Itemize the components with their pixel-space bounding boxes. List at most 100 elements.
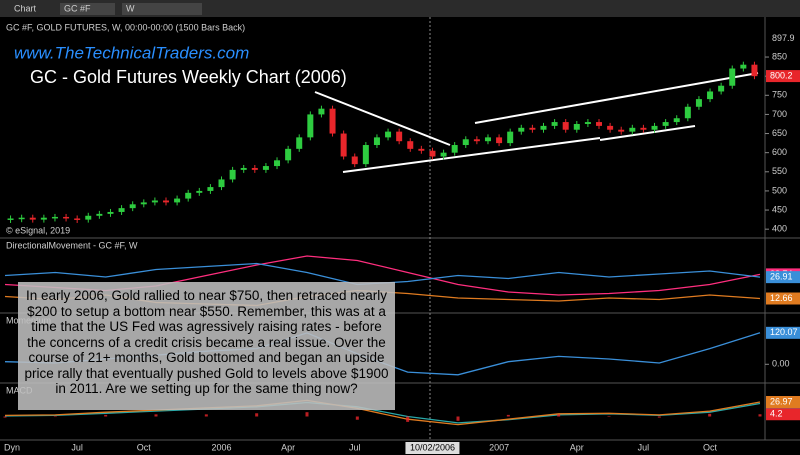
last-value-box (766, 271, 800, 284)
indicator-line (4, 399, 761, 426)
toolbar (0, 0, 800, 17)
candle-body (651, 125, 658, 130)
candle-body (684, 106, 691, 119)
candle-body (129, 204, 136, 209)
last-value-box (766, 326, 800, 339)
candle-body (562, 122, 569, 130)
candle-body (740, 64, 747, 69)
candle-body (373, 137, 380, 146)
last-value-box (766, 292, 800, 305)
candle-body (307, 114, 314, 138)
y-tick-label: 700 (772, 109, 787, 119)
histogram-bar (255, 413, 259, 417)
candle-body (218, 179, 225, 188)
candle-body (185, 192, 192, 199)
candle-body (429, 150, 436, 157)
histogram-bar (657, 416, 661, 418)
candle-body (140, 202, 147, 205)
candle-body (262, 166, 269, 170)
y-tick-label: 850 (772, 51, 787, 61)
candle-body (462, 139, 469, 146)
x-tick-label: Jul (638, 442, 650, 452)
interval[interactable]: W (126, 3, 135, 13)
candle-body (107, 211, 114, 214)
y-tick-label: 500 (772, 185, 787, 195)
candle-body (351, 156, 358, 165)
y-tick-label: 400 (772, 224, 787, 234)
candle-body (729, 68, 736, 86)
y-tick-label: 0.00 (772, 359, 790, 369)
histogram-bar (406, 416, 410, 422)
symbol[interactable]: GC #F (64, 3, 91, 13)
x-tick-label: 10/02/2006 (410, 442, 455, 452)
last-value-label: 4.2 (770, 409, 783, 419)
x-tick-label: Oct (137, 442, 152, 452)
y-tick-label: 750 (772, 90, 787, 100)
candle-body (329, 108, 336, 134)
histogram-bar (506, 414, 510, 417)
candle-body (518, 127, 525, 132)
candle-body (551, 122, 558, 126)
last-value-label: 26.91 (770, 272, 793, 282)
interval-box[interactable] (122, 3, 202, 15)
candle-body (63, 216, 70, 219)
candle-body (695, 99, 702, 107)
candle-body (529, 127, 536, 130)
histogram-bar (305, 412, 309, 417)
candle-body (418, 148, 425, 151)
candle-body (484, 137, 491, 142)
pane-title: DirectionalMovement - GC #F, W (6, 240, 138, 250)
histogram-bar (758, 414, 762, 417)
candle-body (85, 215, 92, 220)
x-tick-label: Jul (349, 442, 361, 452)
candle-body (473, 139, 480, 142)
candle-body (596, 122, 603, 126)
high-label: 897.9 (772, 33, 795, 43)
candle-body (40, 217, 47, 220)
candle-body (640, 127, 647, 130)
candle-body (662, 122, 669, 126)
candle-body (385, 131, 392, 138)
candle-body (440, 152, 447, 157)
candle-body (396, 131, 403, 142)
candle-body (496, 137, 503, 144)
candle-body (18, 217, 25, 220)
candle-body (240, 167, 247, 170)
histogram-bar (3, 416, 7, 418)
candle-body (507, 131, 514, 144)
candle-body (196, 190, 203, 193)
commentary: In early 2006, Gold rallied to near $750… (18, 282, 395, 410)
x-tick-label: Apr (281, 442, 295, 452)
candle-body (451, 145, 458, 153)
candle-body (707, 91, 714, 100)
candle-body (407, 141, 414, 149)
y-tick-label: 550 (772, 166, 787, 176)
corner-label: Dyn (4, 442, 20, 452)
last-value-box (766, 408, 800, 421)
symbol-box[interactable] (60, 3, 115, 15)
last-price-box (766, 70, 800, 83)
chart-title: GC - Gold Futures Weekly Chart (2006) (30, 67, 347, 87)
candle-body (607, 125, 614, 130)
last-value-label: 26.97 (770, 396, 793, 406)
x-tick-label: Apr (570, 442, 584, 452)
candle-body (174, 198, 181, 203)
trendlines (314, 72, 759, 173)
candle-body (51, 216, 58, 219)
histogram-bar (154, 414, 158, 417)
y-tick-label: 600 (772, 147, 787, 157)
candle-body (584, 122, 591, 124)
chart-subtitle: GC #F, GOLD FUTURES, W, 00:00-00:00 (150… (6, 22, 245, 32)
candle-body (274, 160, 281, 167)
tab-label[interactable]: Chart (14, 3, 37, 13)
histogram-bar (204, 414, 208, 417)
histogram-bar (355, 416, 359, 420)
candle-body (162, 200, 169, 203)
candle-body (629, 127, 636, 132)
candle-body (296, 137, 303, 149)
watermark: www.TheTechnicalTraders.com (14, 43, 249, 62)
last-price-label: 800.2 (770, 70, 793, 80)
candle-body (29, 217, 36, 220)
candle-body (96, 213, 103, 216)
